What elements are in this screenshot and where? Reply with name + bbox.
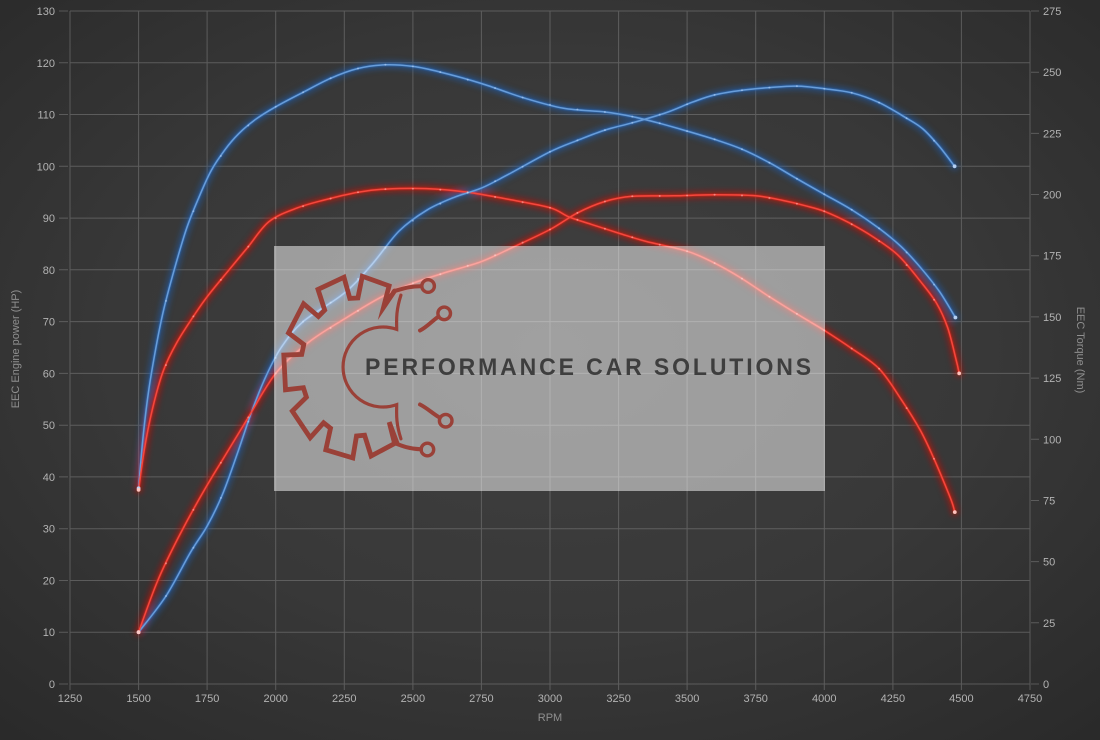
svg-text:3500: 3500 bbox=[675, 693, 699, 705]
svg-text:0: 0 bbox=[49, 679, 55, 691]
svg-text:10: 10 bbox=[43, 627, 55, 639]
svg-text:50: 50 bbox=[43, 420, 55, 432]
svg-text:120: 120 bbox=[37, 58, 55, 70]
svg-text:125: 125 bbox=[1043, 373, 1061, 385]
svg-text:2250: 2250 bbox=[332, 693, 356, 705]
svg-text:EEC Torque (Nm): EEC Torque (Nm) bbox=[1074, 307, 1086, 394]
svg-text:90: 90 bbox=[43, 213, 55, 225]
svg-text:75: 75 bbox=[1043, 496, 1055, 508]
svg-text:175: 175 bbox=[1043, 251, 1061, 263]
svg-text:225: 225 bbox=[1043, 128, 1061, 140]
svg-text:25: 25 bbox=[1043, 618, 1055, 630]
svg-text:200: 200 bbox=[1043, 190, 1061, 202]
svg-text:4000: 4000 bbox=[812, 693, 836, 705]
svg-text:70: 70 bbox=[43, 317, 55, 329]
svg-text:130: 130 bbox=[37, 6, 55, 18]
svg-text:110: 110 bbox=[37, 110, 55, 122]
svg-text:2500: 2500 bbox=[401, 693, 425, 705]
svg-text:1250: 1250 bbox=[58, 693, 82, 705]
svg-text:3250: 3250 bbox=[606, 693, 630, 705]
svg-text:4750: 4750 bbox=[1018, 693, 1042, 705]
svg-text:4250: 4250 bbox=[881, 693, 905, 705]
svg-text:30: 30 bbox=[43, 524, 55, 536]
svg-text:60: 60 bbox=[43, 368, 55, 380]
svg-text:50: 50 bbox=[1043, 557, 1055, 569]
svg-text:20: 20 bbox=[43, 576, 55, 588]
svg-text:3000: 3000 bbox=[538, 693, 562, 705]
svg-text:1500: 1500 bbox=[126, 693, 150, 705]
svg-text:275: 275 bbox=[1043, 6, 1061, 18]
svg-text:RPM: RPM bbox=[538, 712, 562, 724]
svg-text:0: 0 bbox=[1043, 679, 1049, 691]
svg-text:250: 250 bbox=[1043, 67, 1061, 79]
svg-text:100: 100 bbox=[37, 161, 55, 173]
svg-text:100: 100 bbox=[1043, 434, 1061, 446]
svg-text:PERFORMANCE CAR SOLUTIONS: PERFORMANCE CAR SOLUTIONS bbox=[365, 354, 814, 381]
svg-text:3750: 3750 bbox=[743, 693, 767, 705]
svg-text:40: 40 bbox=[43, 472, 55, 484]
svg-text:4500: 4500 bbox=[949, 693, 973, 705]
svg-text:EEC Engine power (HP): EEC Engine power (HP) bbox=[10, 290, 22, 409]
svg-text:1750: 1750 bbox=[195, 693, 219, 705]
svg-text:2000: 2000 bbox=[263, 693, 287, 705]
svg-text:2750: 2750 bbox=[469, 693, 493, 705]
svg-text:80: 80 bbox=[43, 265, 55, 277]
svg-text:150: 150 bbox=[1043, 312, 1061, 324]
